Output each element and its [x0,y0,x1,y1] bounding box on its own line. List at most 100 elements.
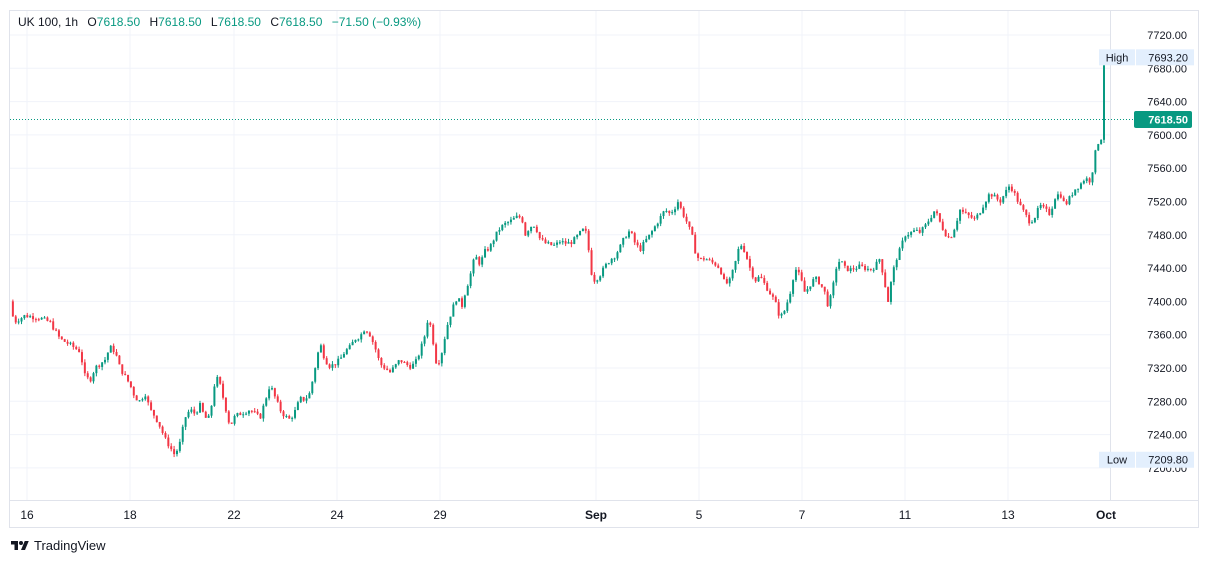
candle [397,359,400,366]
high-marker-value: 7693.20 [1148,52,1188,64]
candle-body [250,410,253,412]
last-price-label-bg [1134,110,1192,128]
candle [101,362,104,371]
candle [872,267,875,273]
candle [691,226,694,236]
candle-body [1077,188,1080,190]
symbol-name[interactable]: UK 100 [18,15,59,29]
candle [1025,209,1028,218]
tradingview-attribution[interactable]: TradingView [10,538,106,553]
candle [800,269,803,282]
candle-body [118,355,121,365]
candle [547,240,550,245]
candle-body [524,222,527,236]
candle-body [213,386,216,406]
candle [817,276,820,285]
candle-body [815,276,818,280]
candle [532,226,535,228]
candle [607,262,610,265]
candle [152,409,155,419]
tradingview-logo-icon [11,540,29,550]
candle-body [576,235,579,238]
candle [967,212,970,219]
candle-body [245,413,248,415]
candle [662,210,665,219]
candle [374,340,377,353]
candle-body [910,231,913,235]
candle [535,224,538,234]
candle-body [973,217,976,219]
price-axis[interactable]: 7720.00 7680.00 7640.00 7600.00 7560.00 7520.… [1147,30,1187,475]
candle [60,336,63,340]
candle [52,318,55,331]
candle-body [360,334,363,340]
candle [1002,195,1005,205]
candle [927,218,930,226]
candle [460,296,463,309]
candle-body [619,244,622,253]
candle [866,265,869,272]
candle-body [460,298,463,307]
candle-body [380,358,383,366]
high-marker-label-bg [1099,49,1135,66]
candle-body [1085,178,1088,181]
candle-body [731,269,734,279]
last-price-value: 7618.50 [1148,114,1188,126]
candle [964,208,967,214]
candle [1079,182,1082,190]
candle [956,217,959,232]
candle-body [17,321,20,323]
candle [29,314,32,318]
candle [314,367,317,384]
candle-body [222,383,225,398]
candle-body [720,267,723,275]
candle-body [374,341,377,350]
candle [1005,186,1008,199]
candle [671,209,674,215]
candle-body [656,223,659,227]
candle [446,322,449,340]
candle-body [34,319,37,321]
time-axis[interactable]: 16 18 22 24 29 Sep 5 7 11 13 Oct [20,508,1116,522]
candle-body [86,373,89,378]
candle-body [1059,194,1062,198]
candle [728,276,731,287]
candle-body [1025,209,1028,215]
candle [636,239,639,248]
candle [976,213,979,221]
candle [75,345,78,350]
candle-body [377,349,380,359]
candle-body [740,245,743,249]
candle [1059,191,1062,199]
candle-body [193,409,196,414]
candle [694,232,697,254]
candle-body [253,411,256,413]
candle-body [1091,172,1094,183]
candle-body [1016,192,1019,202]
candle [1007,184,1010,193]
candle-body [875,261,878,270]
candle [541,234,544,241]
candle-body [651,231,654,235]
candle [852,265,855,272]
candle-body [722,274,725,280]
candle [1031,220,1034,224]
interval[interactable]: 1h [64,15,79,29]
candle [178,438,181,453]
candle-body [495,231,498,241]
candle-body [812,279,815,287]
candle [743,243,746,253]
candle-body [777,302,780,316]
candle-body [556,242,558,245]
candle-body [1082,180,1085,184]
candle-body [37,319,40,321]
candle [720,267,723,276]
candle [567,238,570,244]
candle [688,221,691,230]
candle-body [489,244,492,251]
candle [950,236,953,239]
candle-body [475,257,478,260]
candle [651,229,654,238]
candle-body [930,217,933,222]
